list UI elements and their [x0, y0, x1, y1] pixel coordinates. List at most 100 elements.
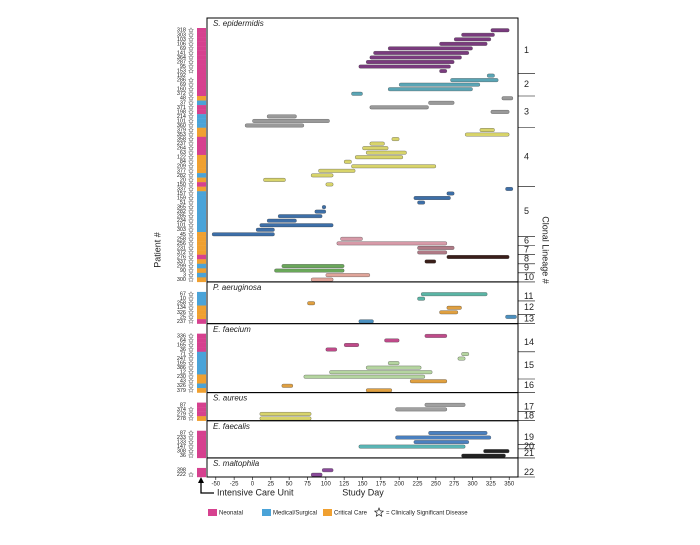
- lineage-label: 14: [524, 337, 534, 347]
- ward-cell: [197, 268, 206, 274]
- bar: [417, 250, 448, 255]
- panel-title: S. aureus: [213, 394, 247, 403]
- bar: [424, 334, 448, 338]
- bar: [428, 431, 488, 435]
- star: [188, 190, 194, 196]
- ward-cell: [197, 41, 206, 47]
- bar: [446, 305, 462, 310]
- ward-cell: [197, 374, 206, 380]
- star: [188, 263, 194, 269]
- lineage-label: 1: [524, 45, 529, 55]
- patient-label: 134: [177, 305, 186, 311]
- ward-cell: [197, 96, 206, 101]
- bar: [490, 110, 510, 114]
- patient-label: 87: [180, 430, 186, 436]
- bar: [322, 205, 326, 209]
- bar: [461, 32, 495, 37]
- ward-cell: [197, 173, 206, 178]
- x-label: Study Day: [342, 487, 384, 497]
- bar: [413, 196, 451, 200]
- x-tick-label: 125: [339, 482, 350, 488]
- patient-label: 69: [180, 82, 186, 88]
- ward-cell: [197, 136, 206, 142]
- bar: [252, 119, 330, 123]
- ward-cell: [197, 145, 206, 151]
- ward-cell: [197, 402, 206, 408]
- x-tick-label: -25: [230, 482, 239, 488]
- bar: [325, 347, 337, 352]
- bar: [266, 114, 297, 119]
- ward-cell: [197, 439, 206, 445]
- star: [188, 104, 194, 110]
- ward-cell: [197, 177, 206, 183]
- bar: [501, 96, 514, 101]
- patient-label: 303: [177, 227, 186, 233]
- star: [188, 272, 194, 278]
- bar: [344, 343, 359, 347]
- star: [188, 158, 194, 165]
- patient-label: 371: [177, 105, 186, 111]
- patient-label: 353: [177, 132, 186, 138]
- ward-cell: [197, 272, 206, 278]
- patient-label: 192: [177, 73, 186, 79]
- patient-label: 386: [177, 365, 186, 371]
- patient-label: 231: [177, 245, 186, 251]
- lineage-label: 15: [524, 360, 534, 370]
- patient-label: 308: [177, 449, 186, 455]
- bar: [318, 168, 356, 173]
- star: [188, 318, 194, 324]
- bar: [211, 232, 275, 237]
- star: [188, 113, 194, 119]
- ward-cell: [197, 314, 206, 320]
- bar: [391, 137, 400, 141]
- star: [188, 364, 194, 371]
- bar: [263, 178, 286, 182]
- ward-cell: [197, 32, 206, 38]
- patient-label: 214: [177, 114, 186, 120]
- bar: [424, 259, 436, 264]
- ward-cell: [197, 132, 206, 138]
- panel-title: S. epidermidis: [213, 19, 264, 28]
- lineage-label: 21: [524, 448, 534, 458]
- legend-swatch: [262, 509, 271, 516]
- patient-label: 372: [177, 250, 186, 256]
- x-tick-label: 325: [486, 482, 497, 488]
- star: [188, 448, 194, 454]
- bar: [325, 182, 334, 187]
- patient-label: 282: [177, 173, 186, 179]
- star: [188, 58, 194, 65]
- ward-cell: [197, 472, 206, 478]
- bar: [395, 407, 448, 412]
- bar: [384, 338, 400, 343]
- lineage-label: 20: [524, 441, 534, 451]
- star: [188, 231, 194, 237]
- ward-cell: [197, 159, 206, 165]
- star: [188, 86, 194, 92]
- patient-label: 159: [177, 195, 186, 201]
- patient-label: 377: [177, 168, 186, 174]
- patient-label: 364: [177, 55, 186, 61]
- bar: [388, 46, 473, 51]
- patient-label: 287: [177, 59, 186, 65]
- ward-cell: [197, 430, 206, 436]
- x-tick-label: 150: [357, 482, 368, 488]
- ward-cell: [197, 338, 206, 343]
- ward-cell: [197, 222, 206, 228]
- star: [188, 40, 194, 47]
- bar: [314, 209, 326, 214]
- patient-label: 336: [177, 333, 186, 339]
- bar: [369, 141, 385, 146]
- patient-label: 141: [177, 50, 186, 56]
- lineage-label: 17: [524, 402, 534, 412]
- ward-cell: [197, 347, 206, 352]
- x-tick-label: 250: [431, 482, 442, 488]
- bar: [439, 69, 448, 73]
- ward-cell: [197, 444, 206, 450]
- ward-cell: [197, 291, 206, 297]
- patient-label: 365: [177, 205, 186, 211]
- ward-cell: [197, 59, 206, 65]
- star: [188, 258, 194, 264]
- ward-cell: [197, 105, 206, 110]
- star: [188, 131, 194, 137]
